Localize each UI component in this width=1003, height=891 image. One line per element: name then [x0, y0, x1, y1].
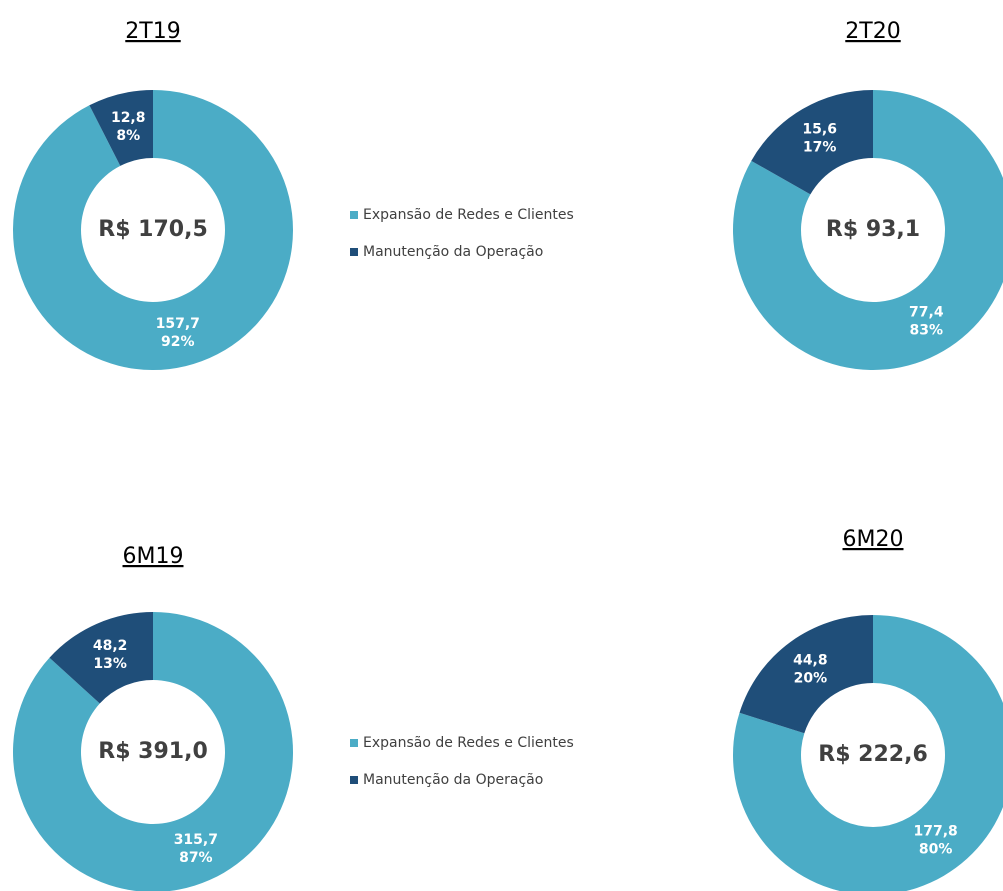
legend-swatch — [350, 739, 358, 747]
chart-title: 2T19 — [125, 19, 180, 44]
legend-swatch — [350, 248, 358, 256]
donut-segment — [739, 615, 873, 734]
center-label: R$ 93,1 — [826, 217, 920, 242]
chart-title: 6M19 — [123, 544, 184, 569]
legend-label: Expansão de Redes e Clientes — [363, 207, 574, 223]
donut-segment — [733, 90, 1003, 370]
legend-swatch — [350, 776, 358, 784]
chart-title: 6M20 — [843, 527, 904, 552]
percent-label: 13% — [93, 656, 127, 672]
donut-segment — [751, 90, 873, 195]
legend-swatch — [350, 211, 358, 219]
legend-label: Manutenção da Operação — [363, 772, 543, 788]
data-label: 12,8 — [111, 110, 146, 126]
center-label: R$ 391,0 — [98, 739, 208, 764]
data-label: 177,8 — [913, 824, 957, 840]
center-label: R$ 170,5 — [98, 217, 208, 242]
percent-label: 80% — [919, 842, 953, 858]
donut-segment — [49, 612, 154, 704]
center-label: R$ 222,6 — [818, 742, 928, 767]
donut-segment — [89, 90, 153, 166]
donut-segment — [733, 615, 1003, 891]
data-label: 77,4 — [909, 305, 944, 321]
data-label: 157,7 — [156, 316, 200, 332]
percent-label: 8% — [116, 128, 140, 144]
data-label: 315,7 — [174, 832, 218, 848]
data-label: 15,6 — [802, 121, 837, 137]
percent-label: 17% — [803, 139, 837, 155]
legend-label: Manutenção da Operação — [363, 244, 543, 260]
legend-label: Expansão de Redes e Clientes — [363, 735, 574, 751]
percent-label: 83% — [910, 323, 944, 339]
percent-label: 92% — [161, 334, 195, 350]
donut-segment — [13, 612, 293, 891]
data-label: 48,2 — [93, 638, 128, 654]
percent-label: 87% — [179, 850, 213, 866]
percent-label: 20% — [794, 670, 828, 686]
donut-segment — [12, 90, 293, 370]
data-label: 44,8 — [793, 652, 828, 668]
chart-title: 2T20 — [845, 19, 900, 44]
